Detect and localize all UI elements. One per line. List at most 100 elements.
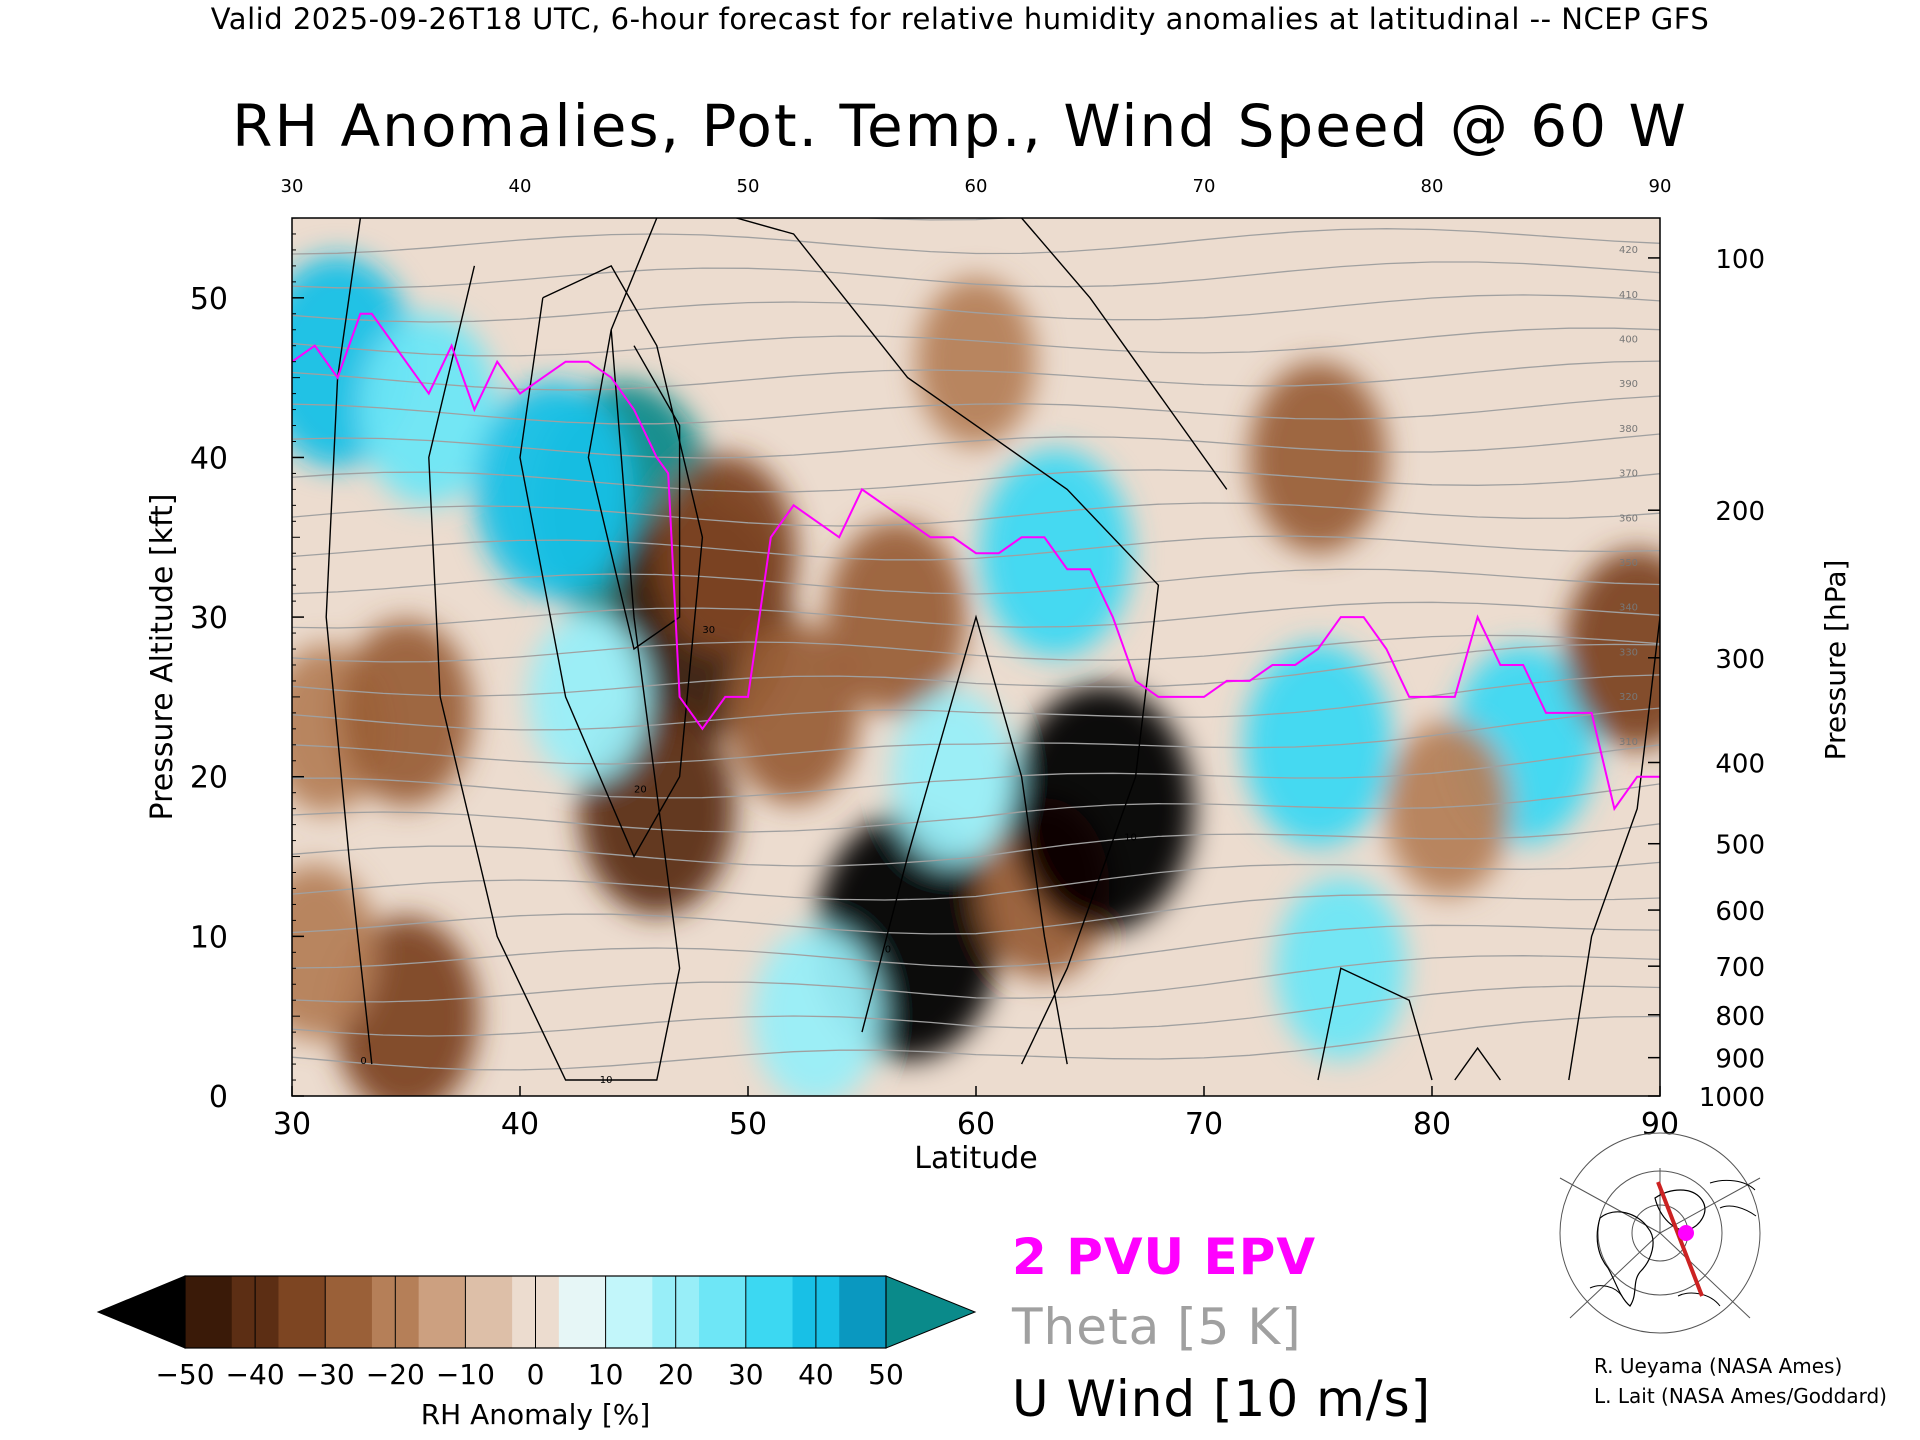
rh-anomaly-blob <box>474 380 634 598</box>
pressure-axis-label: Pressure [hPa] <box>1819 560 1852 761</box>
theta-contour <box>292 228 1660 255</box>
x-tick-label: 30 <box>273 1107 311 1142</box>
u-wind-label: 0 <box>885 944 891 955</box>
colorbar-segment <box>325 1276 373 1348</box>
rh-anomaly-blob <box>360 314 498 505</box>
u-wind-contour <box>1454 1046 1501 1081</box>
u-wind-contour <box>519 264 704 859</box>
y-tick-label: 0 <box>209 1080 228 1115</box>
theta-label: 320 <box>1619 692 1638 703</box>
theta-label: 340 <box>1619 603 1638 614</box>
u-wind-label: 20 <box>634 785 647 796</box>
pressure-tick-label: 200 <box>1715 497 1765 527</box>
rh-anomaly-blob <box>292 864 378 1040</box>
x-tick-label: 90 <box>1641 1107 1679 1142</box>
rh-anomaly-blob <box>728 622 859 804</box>
pressure-tick-label: 800 <box>1715 1002 1765 1032</box>
x-tick-label: 60 <box>957 1107 995 1142</box>
y-axis-label: Pressure Altitude [kft] <box>145 494 180 821</box>
u-wind-contour <box>1317 967 1433 1081</box>
colorbar-label: RH Anomaly [%] <box>421 1398 651 1431</box>
theta-contour <box>292 535 1660 561</box>
top-tick-label: 50 <box>737 176 760 197</box>
colorbar-high-arrow <box>885 1275 977 1349</box>
theta-contour <box>292 643 1660 697</box>
colorbar-tick-label: −50 <box>155 1358 214 1391</box>
legend-epv: 2 PVU EPV <box>1012 1228 1317 1286</box>
section-marker <box>1678 1225 1694 1241</box>
u-wind-contour <box>1021 218 1228 490</box>
theta-contour <box>292 634 1660 663</box>
rh-anomaly-blob <box>1385 721 1511 897</box>
top-tick-label: 80 <box>1421 176 1444 197</box>
colorbar-segment <box>465 1276 513 1348</box>
theta-contours: 310 320 330 340 350 360 370 380 390 400 410 420 <box>292 218 1660 1071</box>
theta-label: 350 <box>1619 558 1638 569</box>
u-wind-labels: 0 10 20 30 0 10 <box>360 625 1137 1086</box>
theta-labels: 310 320 330 340 350 360 370 380 390 400 410 420 <box>1619 245 1638 748</box>
rh-anomaly-blob <box>826 520 966 714</box>
rh-anomaly-blob <box>1009 684 1194 933</box>
epv-2pvu-line <box>292 312 1660 812</box>
y-tick-label: 10 <box>190 920 228 955</box>
theta-contour <box>292 395 1660 425</box>
x-tick-label: 40 <box>501 1107 539 1142</box>
section-location-map <box>1559 1132 1761 1334</box>
theta-contour <box>292 327 1660 357</box>
colorbar-tick-label: −40 <box>226 1358 285 1391</box>
credit-author-1: R. Ueyama (NASA Ames) <box>1594 1354 1843 1378</box>
pressure-tick-label: 300 <box>1715 645 1765 675</box>
theta-contour <box>292 783 1660 833</box>
theta-label: 400 <box>1619 335 1638 346</box>
colorbar-tick-label: 40 <box>798 1358 834 1391</box>
colorbar-segment <box>839 1276 887 1348</box>
theta-contour <box>292 894 1660 935</box>
theta-contour <box>292 469 1660 493</box>
colorbar-segment <box>558 1276 607 1348</box>
rh-anomaly-blob <box>1249 362 1387 553</box>
theta-contour <box>292 502 1660 527</box>
colorbar-tick-label: 50 <box>868 1358 904 1391</box>
y-tick-label: 40 <box>190 441 228 476</box>
theta-contour <box>292 823 1660 867</box>
x-tick-label: 50 <box>729 1107 767 1142</box>
top-tick-label: 60 <box>965 176 988 197</box>
rh-anomaly-blob <box>891 690 1015 864</box>
theta-label: 390 <box>1619 379 1638 390</box>
colorbar-segment <box>745 1276 794 1348</box>
theta-contour <box>292 261 1660 289</box>
u-wind-label: 10 <box>1124 833 1137 844</box>
theta-label: 420 <box>1619 245 1638 256</box>
rh-anomaly-blob <box>916 277 1036 446</box>
top-tick-label: 40 <box>509 176 532 197</box>
theta-contour <box>292 568 1660 595</box>
theta-contour <box>292 360 1660 391</box>
section-line <box>1656 1181 1704 1297</box>
credit-author-2: L. Lait (NASA Ames/Goddard) <box>1594 1384 1887 1408</box>
theta-label: 370 <box>1619 469 1638 480</box>
rh-colorbar: −50 −40 −30 −20 −10 0 10 20 30 40 50 RH Anomaly [%] <box>96 1275 977 1431</box>
theta-label: 330 <box>1619 647 1638 658</box>
colorbar-tick-label: −30 <box>296 1358 355 1391</box>
x-tick-label: 70 <box>1185 1107 1223 1142</box>
pressure-tick-label: 100 <box>1715 245 1765 275</box>
u-wind-contours: 0 10 20 30 0 10 <box>325 218 1660 1086</box>
chart-title: RH Anomalies, Pot. Temp., Wind Speed @ 6… <box>232 92 1688 160</box>
pressure-tick-label: 700 <box>1715 953 1765 983</box>
rh-anomaly-blob <box>528 612 649 782</box>
colorbar-tick-label: 30 <box>728 1358 764 1391</box>
colorbar-low-arrow <box>96 1275 186 1349</box>
u-wind-label: 30 <box>702 625 715 636</box>
rh-anomaly-blob <box>1243 643 1393 847</box>
y-tick-label: 50 <box>190 282 228 317</box>
rh-anomaly-heatmap: 310 320 330 340 350 360 370 380 390 400 410 420 0 10… <box>292 218 1660 1096</box>
colorbar-segment <box>699 1276 747 1348</box>
u-wind-contour <box>587 329 681 651</box>
u-wind-contour <box>734 218 1160 1065</box>
theta-contour <box>292 433 1660 459</box>
theta-contour <box>292 707 1660 765</box>
u-wind-contour <box>1568 617 1660 1081</box>
x-tick-label: 80 <box>1413 1107 1451 1142</box>
